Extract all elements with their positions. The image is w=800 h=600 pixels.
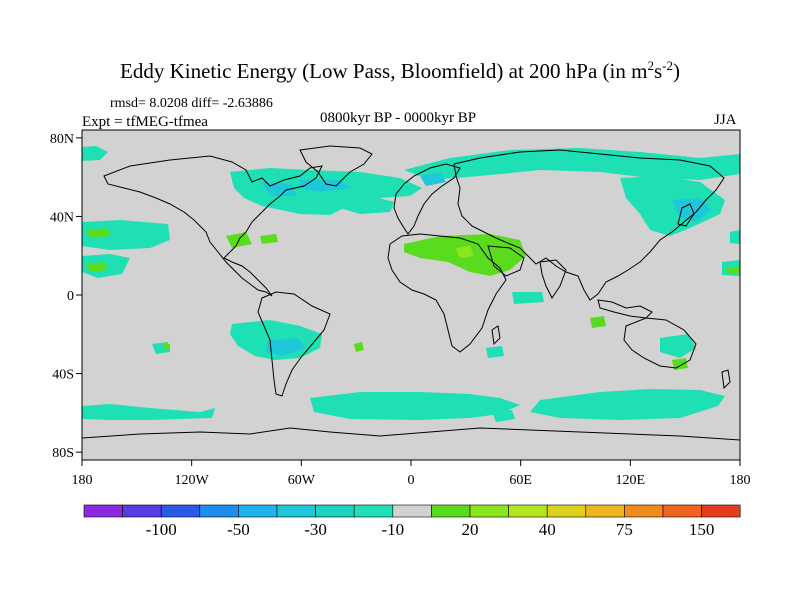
period-label: 0800kyr BP - 0000kyr BP — [320, 110, 477, 126]
new-zealand-coast — [721, 369, 731, 390]
lon-tick-label: 120E — [616, 473, 646, 488]
pacific-positive-anomaly — [86, 228, 110, 238]
lon-tick-label: 60W — [288, 473, 316, 488]
colorbar-swatch — [353, 504, 394, 518]
colorbar-label: 75 — [616, 520, 633, 539]
colorbar-swatch — [546, 504, 587, 518]
lon-tick-label: 0 — [408, 473, 415, 488]
colorbar-swatch — [662, 504, 702, 518]
colorbar-swatch — [508, 504, 548, 518]
lat-tick-label: 80N — [50, 132, 74, 147]
asia-coast — [453, 149, 725, 301]
colorbar-swatch — [431, 504, 471, 518]
colorbar-swatch — [160, 504, 201, 518]
pacific-anomaly — [82, 220, 170, 250]
arctic-anomaly — [82, 146, 108, 161]
lat-tick-label: 40S — [52, 368, 74, 383]
south-pacific-negative-anomaly — [266, 338, 306, 356]
indonesia-coast — [597, 299, 653, 319]
japan-coast — [677, 203, 695, 227]
australia-coast — [623, 317, 697, 369]
eurasia-anomaly — [404, 148, 740, 180]
madagascar-coast — [491, 325, 501, 346]
map-title: Eddy Kinetic Energy (Low Pass, Bloomfiel… — [120, 58, 680, 83]
north-atlantic-anomaly — [340, 196, 395, 214]
colorbar-swatch — [701, 504, 741, 518]
arabia-coast — [487, 245, 525, 277]
colorbar-swatch — [315, 504, 355, 518]
colorbar-label: 150 — [689, 520, 715, 539]
europe-coast — [393, 163, 461, 235]
latitude-axis: 80N 40N 0 40S 80S — [50, 132, 82, 461]
colorbar-swatch — [83, 504, 123, 518]
antarctica-coast — [82, 427, 740, 441]
coastlines — [82, 145, 740, 441]
north-america-coast — [103, 155, 323, 297]
longitude-axis: 180 120W 60W 0 60E 120E 180 — [72, 460, 751, 488]
australia-positive-anomaly — [590, 316, 606, 328]
colorbar-label: -100 — [146, 520, 177, 539]
stats-text: rmsd= 8.0208 diff= -2.63886 — [110, 96, 273, 111]
anomaly-fields — [82, 146, 740, 422]
greenland-coast — [299, 145, 373, 187]
north-africa-anomaly-core — [456, 246, 474, 258]
lon-tick-label: 60E — [509, 473, 532, 488]
pacific-positive-anomaly — [86, 262, 108, 272]
colorbar-label: -50 — [227, 520, 250, 539]
india-coast — [539, 259, 567, 299]
east-asia-anomaly — [620, 176, 725, 236]
north-atlantic-anomaly — [230, 168, 422, 215]
colorbar-swatch — [199, 504, 239, 518]
colorbar: -100 -50 -30 -10 20 40 75 150 — [83, 504, 741, 539]
indian-ocean-anomaly — [486, 346, 504, 358]
colorbar-label: 20 — [462, 520, 479, 539]
southern-ocean-anomaly — [492, 410, 515, 422]
lon-tick-label: 180 — [730, 473, 751, 488]
southern-ocean-anomaly — [82, 404, 215, 420]
colorbar-swatch — [585, 504, 625, 518]
lon-tick-label: 120W — [175, 473, 210, 488]
lat-tick-label: 0 — [67, 289, 74, 304]
southern-ocean-anomaly — [530, 389, 725, 420]
colorbar-label: -10 — [381, 520, 404, 539]
africa-anomaly — [512, 292, 544, 304]
colorbar-swatch — [624, 504, 664, 518]
colorbar-swatch — [276, 504, 316, 518]
australia-positive-anomaly — [672, 358, 688, 370]
south-america-coast — [257, 291, 331, 397]
pacific-anomaly — [730, 230, 740, 244]
south-atlantic-positive-anomaly — [164, 344, 170, 350]
south-atlantic-positive-anomaly — [354, 342, 364, 352]
north-america-positive-anomaly — [260, 234, 278, 244]
colorbar-swatch — [392, 504, 432, 518]
colorbar-label: -30 — [304, 520, 327, 539]
europe-negative-anomaly — [420, 172, 446, 186]
pacific-positive-anomaly — [725, 266, 740, 274]
experiment-label: Expt = tfMEG-tfmea — [82, 114, 208, 130]
lat-tick-label: 80S — [52, 446, 74, 461]
colorbar-swatch — [238, 504, 278, 518]
southern-ocean-anomaly — [310, 392, 520, 420]
africa-coast — [387, 233, 507, 353]
australia-anomaly — [660, 334, 696, 358]
lat-tick-label: 40N — [50, 210, 74, 225]
colorbar-swatch — [469, 504, 509, 518]
colorbar-label: 40 — [539, 520, 556, 539]
season-label: JJA — [714, 112, 737, 128]
colorbar-swatch — [122, 504, 162, 518]
lon-tick-label: 180 — [72, 473, 93, 488]
